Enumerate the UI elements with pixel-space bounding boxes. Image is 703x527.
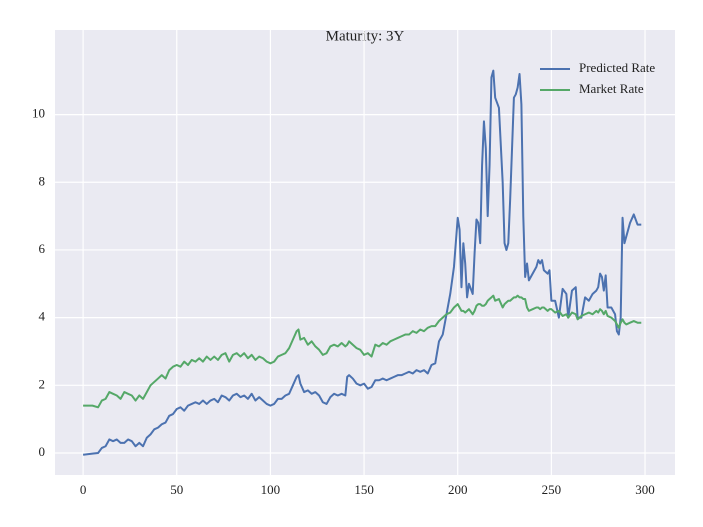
y-tick-label: 8: [39, 173, 46, 188]
line-series: [83, 294, 642, 409]
plot-area: [55, 30, 675, 475]
legend-label: Predicted Rate: [579, 60, 655, 75]
x-tick-label: 0: [80, 482, 87, 497]
y-tick-label: 10: [32, 106, 45, 121]
x-tick-label: 50: [170, 482, 183, 497]
y-tick-label: 4: [39, 309, 46, 324]
y-tick-label: 6: [39, 241, 46, 256]
y-tick-label: 0: [39, 444, 46, 459]
line-series: [82, 69, 642, 456]
legend-label: Market Rate: [579, 81, 644, 96]
x-tick-label: 300: [635, 482, 655, 497]
y-tick-label: 2: [39, 376, 46, 391]
x-tick-label: 150: [354, 482, 374, 497]
x-tick-label: 100: [261, 482, 281, 497]
x-tick-label: 250: [542, 482, 562, 497]
x-tick-label: 200: [448, 482, 468, 497]
chart-title: Maturity: 3Y: [326, 28, 405, 44]
